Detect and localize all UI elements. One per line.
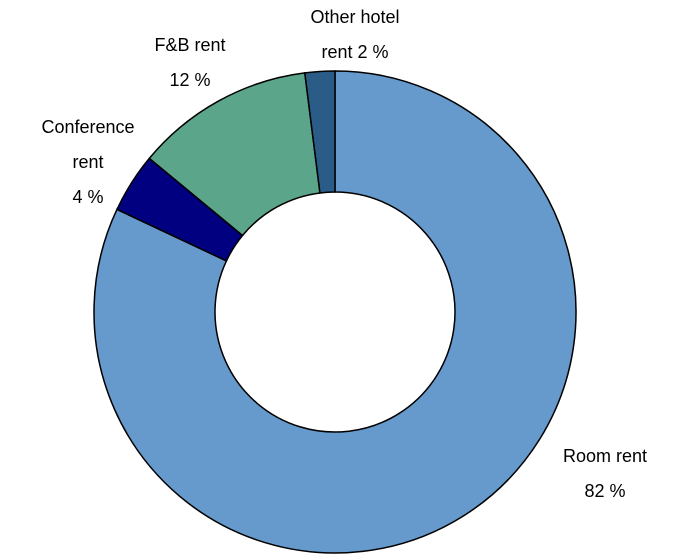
value-label: 12 % <box>169 70 211 90</box>
value-label: 82 % <box>584 481 626 501</box>
slice-label: Room rent 82 % <box>535 439 673 509</box>
slice-label: F&B rent 12 % <box>115 28 265 98</box>
category-label: Other hotel rent <box>310 7 400 62</box>
category-label: Conference rent <box>41 117 135 172</box>
slice-label: Other hotel rent 2 % <box>300 0 410 70</box>
slice-label: Conference rent 4 % <box>10 110 166 215</box>
value-label: 4 % <box>72 187 104 207</box>
value-label: 2 % <box>357 42 389 62</box>
donut-slice <box>148 72 321 237</box>
donut-slice <box>303 70 336 194</box>
category-label: Room rent <box>562 446 648 466</box>
donut-slice <box>93 70 577 554</box>
category-label: F&B rent <box>154 35 226 55</box>
